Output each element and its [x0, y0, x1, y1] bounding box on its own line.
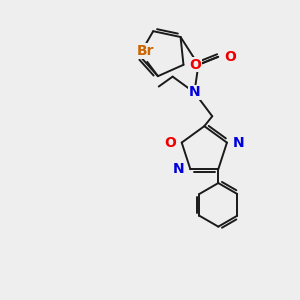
- Text: N: N: [173, 162, 184, 176]
- Text: N: N: [189, 85, 200, 100]
- Text: O: O: [189, 58, 201, 72]
- Text: O: O: [164, 136, 176, 150]
- Text: O: O: [224, 50, 236, 64]
- Text: N: N: [233, 136, 244, 150]
- Text: Br: Br: [136, 44, 154, 58]
